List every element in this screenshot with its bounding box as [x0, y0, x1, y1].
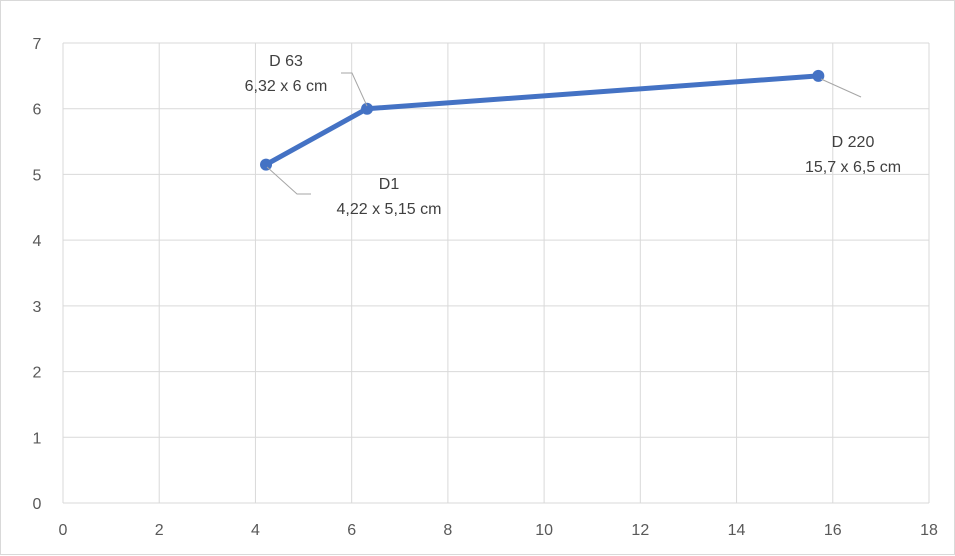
x-tick-label: 4 — [251, 522, 260, 539]
data-label-size: 4,22 x 5,15 cm — [337, 201, 442, 218]
x-tick-label: 8 — [443, 522, 452, 539]
leader-line — [820, 78, 862, 98]
data-label-name: D1 — [379, 176, 400, 193]
x-tick-label: 18 — [920, 522, 938, 539]
plot-series — [260, 69, 825, 171]
y-tick-label: 4 — [33, 233, 42, 250]
y-tick-label: 3 — [33, 299, 42, 316]
y-tick-label: 1 — [33, 430, 42, 447]
x-tick-label: 6 — [347, 522, 356, 539]
y-tick-label: 2 — [33, 365, 42, 382]
x-tick-label: 0 — [59, 522, 68, 539]
data-label-name: D 220 — [832, 134, 875, 151]
series-line — [263, 73, 821, 168]
data-point — [260, 158, 273, 171]
data-labels: D1 4,22 x 5,15 cm D 63 6,32 x 6 cm D 220 15,7… — [245, 53, 901, 218]
y-tick-label: 6 — [33, 102, 42, 119]
data-point — [361, 102, 374, 115]
data-label-size: 6,32 x 6 cm — [245, 78, 328, 95]
x-tick-label: 12 — [631, 522, 649, 539]
x-tick-label: 14 — [728, 522, 746, 539]
data-label-size: 15,7 x 6,5 cm — [805, 159, 901, 176]
leader-line — [266, 166, 311, 195]
leader-line — [341, 72, 368, 107]
x-tick-label: 10 — [535, 522, 553, 539]
x-tick-label: 16 — [824, 522, 842, 539]
data-label-name: D 63 — [269, 53, 303, 70]
grid — [62, 42, 930, 504]
y-tick-label: 5 — [33, 167, 42, 184]
y-tick-label: 7 — [33, 36, 42, 53]
x-tick-label: 2 — [155, 522, 164, 539]
y-tick-label: 0 — [33, 496, 42, 513]
